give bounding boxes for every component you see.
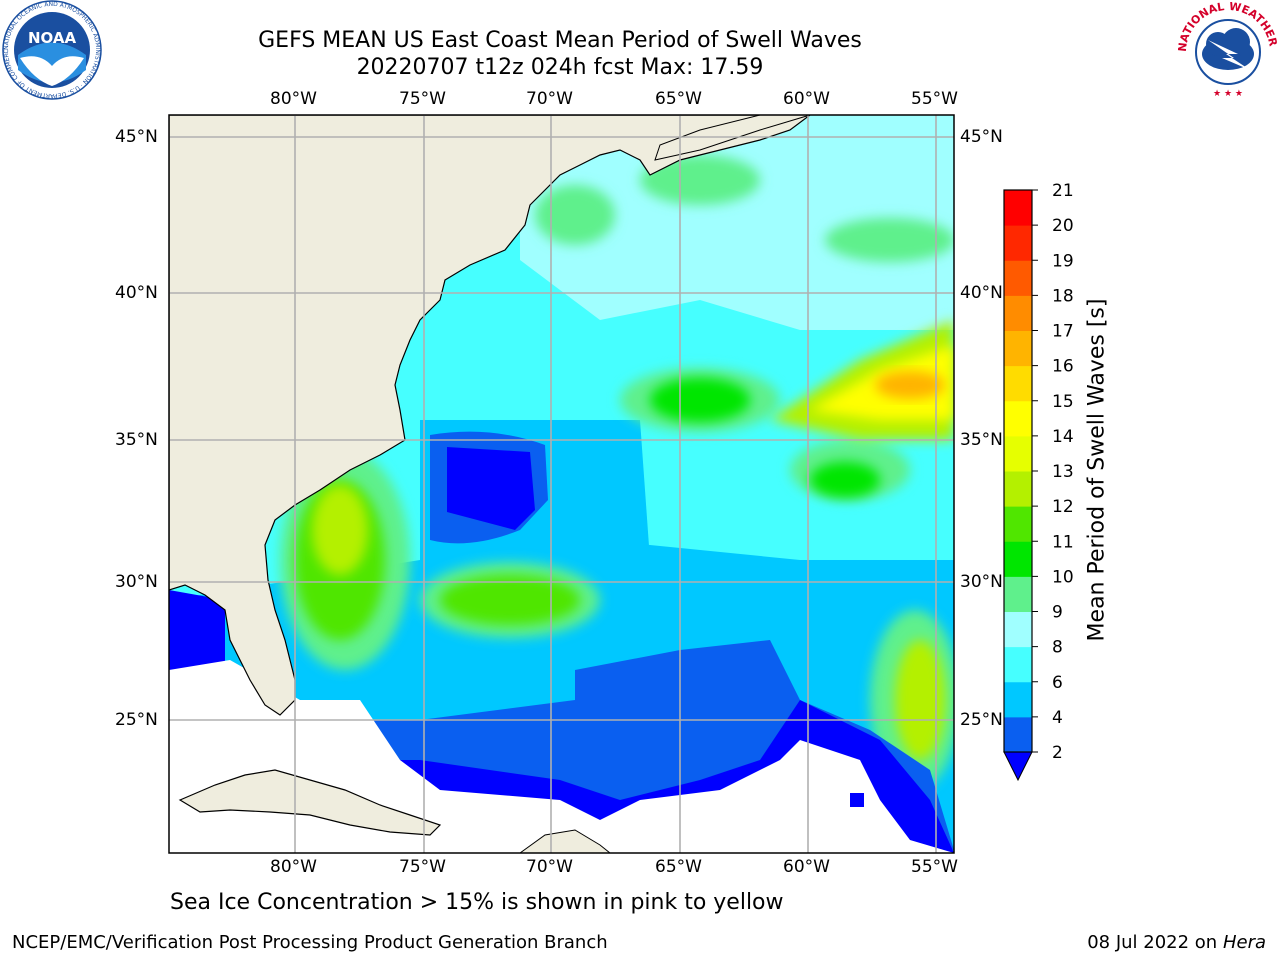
footer-date-text: 08 Jul 2022 on — [1087, 932, 1223, 953]
colorbar-tick-label: 19 — [1052, 251, 1074, 271]
colorbar-tick-label: 20 — [1052, 216, 1074, 236]
noaa-logo-text: NOAA — [28, 29, 77, 47]
colorbar-segment — [1004, 330, 1032, 367]
colorbar-tick-label: 14 — [1052, 427, 1074, 447]
lat-label-right: 30°N — [960, 572, 1003, 592]
colorbar-tick-label: 17 — [1052, 322, 1074, 342]
colorbar-segment — [1004, 646, 1032, 683]
colorbar-tick-label: 6 — [1052, 673, 1063, 693]
lon-label-top: 65°W — [655, 89, 702, 109]
land-cuba — [178, 769, 442, 836]
colorbar-extend-arrow — [1003, 751, 1033, 782]
colorbar-tick-label: 2 — [1052, 743, 1063, 763]
lat-label-left: 40°N — [115, 283, 158, 303]
colorbar-label: Mean Period of Swell Waves [s] — [1084, 298, 1110, 642]
lon-label-top: 80°W — [270, 89, 317, 109]
colorbar-tick-label: 8 — [1052, 638, 1063, 658]
colorbar-segment — [1004, 471, 1032, 507]
colorbar-segment — [1004, 260, 1032, 296]
lat-label-left: 25°N — [115, 710, 158, 730]
colorbar-segment — [1004, 716, 1032, 753]
lon-label-bottom: 80°W — [270, 857, 317, 877]
colorbar-tick-label: 16 — [1052, 357, 1074, 377]
lon-label-bottom: 55°W — [911, 857, 958, 877]
lon-label-bottom: 75°W — [399, 857, 446, 877]
land-north-america — [169, 115, 811, 716]
sea-ice-note: Sea Ice Concentration > 15% is shown in … — [170, 890, 784, 915]
lat-label-left: 35°N — [115, 430, 158, 450]
map-title: GEFS MEAN US East Coast Mean Period of S… — [258, 28, 862, 53]
lon-label-bottom: 60°W — [783, 857, 830, 877]
map-subtitle: 20220707 t12z 024h fcst Max: 17.59 — [356, 55, 764, 80]
footer-host: Hera — [1222, 932, 1266, 953]
lon-label-bottom: 65°W — [655, 857, 702, 877]
lon-label-top: 75°W — [399, 89, 446, 109]
graticule — [169, 115, 954, 853]
lon-label-bottom: 70°W — [526, 857, 573, 877]
colorbar-segment — [1004, 541, 1032, 577]
lat-label-left: 30°N — [115, 572, 158, 592]
colorbar-tick-label: 10 — [1052, 567, 1074, 587]
colorbar-segment — [1004, 365, 1032, 402]
colorbar-segment — [1004, 576, 1032, 612]
colorbar-segment — [1004, 190, 1032, 226]
colorbar-segment — [1004, 295, 1032, 331]
colorbar-tick-label: 9 — [1052, 603, 1063, 623]
lat-label-right: 25°N — [960, 710, 1003, 730]
colorbar-tick-label: 15 — [1052, 392, 1074, 412]
lat-label-right: 45°N — [960, 127, 1003, 147]
colorbar-segment — [1004, 435, 1032, 472]
colorbar-tick-label: 13 — [1052, 462, 1074, 482]
lon-label-top: 70°W — [526, 89, 573, 109]
colorbar: 2 4 6 8 9 10 11 12 13 14 15 16 17 18 19 20 21 — [1003, 181, 1074, 782]
map-frame — [168, 114, 955, 854]
colorbar-segment — [1004, 681, 1032, 718]
nws-logo: NATIONAL WEATHER SERVICE ★ ★ ★ — [1178, 2, 1278, 100]
lat-label-right: 40°N — [960, 283, 1003, 303]
colorbar-tick-label: 4 — [1052, 708, 1063, 728]
colorbar-tick-label: 18 — [1052, 286, 1074, 306]
colorbar-segment — [1004, 611, 1032, 648]
colorbar-segment — [1004, 225, 1032, 261]
noaa-logo: NOAA NATIONAL OCEANIC AND ATMOSPHERIC AD… — [0, 0, 102, 100]
colorbar-segment — [1004, 506, 1032, 542]
lat-label-right: 35°N — [960, 430, 1003, 450]
svg-text:★ ★ ★: ★ ★ ★ — [1213, 89, 1243, 99]
map-area — [169, 115, 954, 853]
lon-label-top: 60°W — [783, 89, 830, 109]
footer-date: 08 Jul 2022 on Hera — [1087, 932, 1266, 953]
colorbar-tick-label: 21 — [1052, 181, 1074, 201]
colorbar-tick-label: 11 — [1052, 532, 1074, 552]
lat-label-left: 45°N — [115, 127, 158, 147]
lon-label-top: 55°W — [911, 89, 958, 109]
colorbar-tick-label: 12 — [1052, 497, 1074, 517]
colorbar-segment — [1004, 400, 1032, 437]
footer-credit: NCEP/EMC/Verification Post Processing Pr… — [12, 932, 608, 953]
